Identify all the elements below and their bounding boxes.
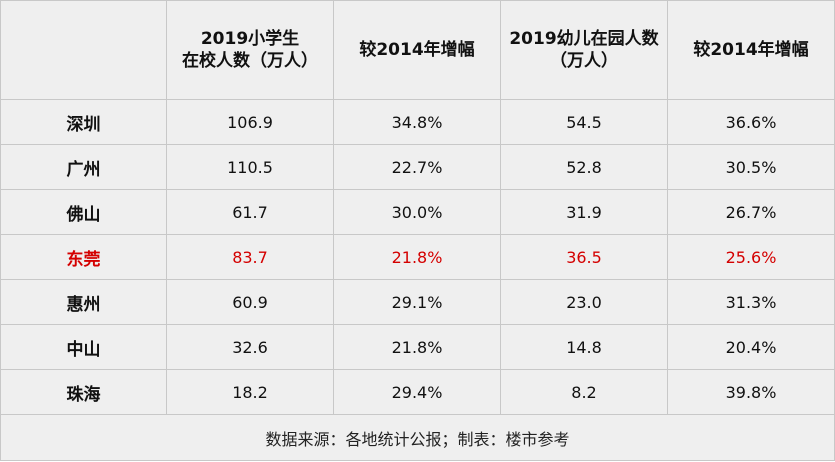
kindergarten-growth-cell: 26.7% [667,189,835,235]
city-name-cell: 珠海 [0,369,167,415]
kindergarten-growth-cell: 31.3% [667,279,835,325]
primary-growth-cell: 29.1% [333,279,501,325]
kindergarten-children-cell: 52.8 [500,144,668,190]
primary-growth-cell: 34.8% [333,99,501,145]
primary-students-cell: 83.7 [166,234,334,280]
table-row: 惠州 60.9 29.1% 23.0 31.3% [0,279,835,325]
primary-students-cell: 60.9 [166,279,334,325]
kindergarten-children-cell: 36.5 [500,234,668,280]
table-row: 珠海 18.2 29.4% 8.2 39.8% [0,369,835,415]
primary-growth-cell: 21.8% [333,324,501,370]
city-name-cell: 东莞 [0,234,167,280]
primary-growth-cell: 30.0% [333,189,501,235]
header-kinder-growth-text: 较2014年增幅 [693,40,809,60]
kindergarten-children-cell: 14.8 [500,324,668,370]
kindergarten-growth-cell: 36.6% [667,99,835,145]
kindergarten-growth-cell: 25.6% [667,234,835,280]
kindergarten-growth-cell: 39.8% [667,369,835,415]
city-name-cell: 深圳 [0,99,167,145]
table-row: 广州 110.5 22.7% 52.8 30.5% [0,144,835,190]
primary-students-cell: 32.6 [166,324,334,370]
primary-students-cell: 61.7 [166,189,334,235]
table-row: 东莞 83.7 21.8% 36.5 25.6% [0,234,835,280]
header-kinder-line-2: （万人） [550,51,618,71]
kindergarten-children-cell: 8.2 [500,369,668,415]
header-primary-line-1: 2019小学生 [200,29,300,49]
primary-growth-cell: 21.8% [333,234,501,280]
primary-growth-cell: 22.7% [333,144,501,190]
primary-students-cell: 110.5 [166,144,334,190]
kindergarten-children-cell: 31.9 [500,189,668,235]
kindergarten-growth-cell: 30.5% [667,144,835,190]
header-city [0,0,167,100]
data-source-note: 数据来源：各地统计公报；制表：楼市参考 [0,414,835,461]
table-row: 深圳 106.9 34.8% 54.5 36.6% [0,99,835,145]
kindergarten-children-cell: 23.0 [500,279,668,325]
city-name-cell: 惠州 [0,279,167,325]
table-row: 佛山 61.7 30.0% 31.9 26.7% [0,189,835,235]
header-kinder-line-1: 2019幼儿在园人数 [509,29,659,49]
primary-students-cell: 18.2 [166,369,334,415]
header-kindergarten-children: 2019幼儿在园人数 （万人） [500,0,668,100]
city-name-cell: 佛山 [0,189,167,235]
primary-growth-cell: 29.4% [333,369,501,415]
footer-row: 数据来源：各地统计公报；制表：楼市参考 [0,414,835,461]
header-primary-growth: 较2014年增幅 [333,0,501,100]
kindergarten-children-cell: 54.5 [500,99,668,145]
header-kindergarten-growth: 较2014年增幅 [667,0,835,100]
kindergarten-growth-cell: 20.4% [667,324,835,370]
header-primary-growth-text: 较2014年增幅 [359,40,475,60]
primary-students-cell: 106.9 [166,99,334,145]
city-name-cell: 广州 [0,144,167,190]
header-primary-students: 2019小学生 在校人数（万人） [166,0,334,100]
header-primary-line-2: 在校人数（万人） [182,51,318,71]
header-row: 2019小学生 在校人数（万人） 较2014年增幅 2019幼儿在园人数 （万人… [0,0,835,100]
table-body: 深圳 106.9 34.8% 54.5 36.6% 广州 110.5 22.7%… [0,99,835,415]
table-row: 中山 32.6 21.8% 14.8 20.4% [0,324,835,370]
city-name-cell: 中山 [0,324,167,370]
